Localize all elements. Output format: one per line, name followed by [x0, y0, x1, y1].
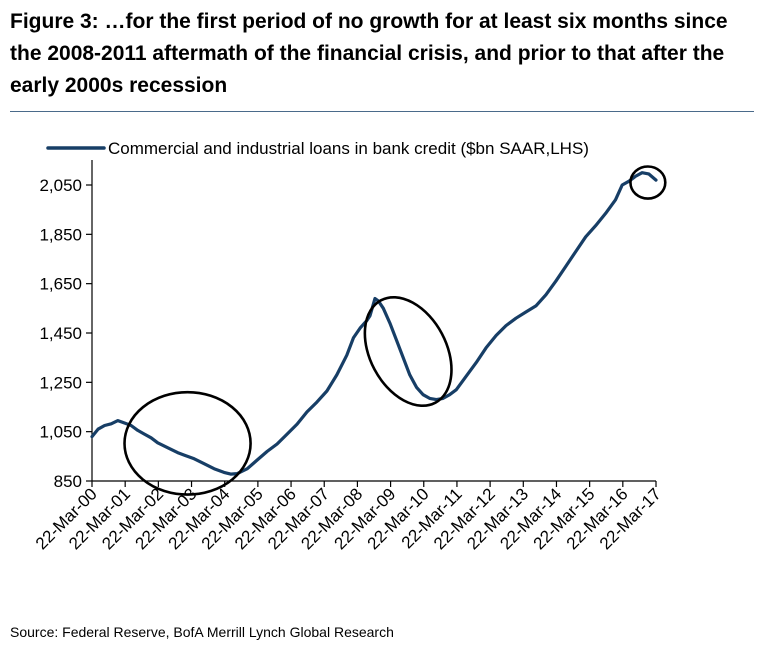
page-title: Figure 3: …for the first period of no gr…: [10, 10, 728, 97]
y-tick-label: 1,850: [39, 225, 82, 244]
y-tick-label: 1,450: [39, 324, 82, 343]
series-line: [90, 171, 658, 476]
legend-label: Commercial and industrial loans in bank …: [108, 139, 589, 158]
y-tick-label: 1,050: [39, 423, 82, 442]
y-tick-label: 1,650: [39, 275, 82, 294]
y-tick-label: 2,050: [39, 176, 82, 195]
y-tick-label: 850: [54, 472, 82, 491]
title-rule: [10, 111, 754, 112]
y-tick-label: 1,250: [39, 373, 82, 392]
annotation-ellipse: [123, 390, 252, 496]
source-note: Source: Federal Reserve, BofA Merrill Ly…: [10, 624, 394, 640]
annotation-ellipse: [363, 295, 453, 408]
annotation-ellipse: [629, 165, 667, 200]
line-chart: 8501,0501,2501,4501,6501,8502,05022-Mar-…: [32, 139, 667, 553]
